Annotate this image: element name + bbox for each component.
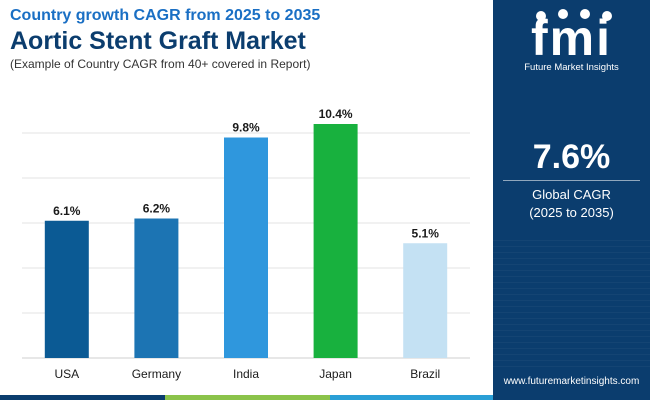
panel-texture-line bbox=[493, 354, 650, 355]
badge-icon bbox=[580, 9, 590, 19]
panel-texture-line bbox=[493, 282, 650, 283]
panel-texture-line bbox=[493, 264, 650, 265]
brand-name: Future Market Insights bbox=[524, 62, 619, 73]
panel-texture-line bbox=[493, 330, 650, 331]
bottom-bar-segment bbox=[165, 395, 330, 400]
x-tick-label-brazil: Brazil bbox=[410, 367, 440, 381]
data-label-japan: 10.4% bbox=[319, 107, 353, 121]
bar-india bbox=[224, 137, 268, 358]
panel-texture-line bbox=[493, 336, 650, 337]
panel-texture-line bbox=[493, 318, 650, 319]
panel-texture-line bbox=[493, 342, 650, 343]
panel-texture-line bbox=[493, 348, 650, 349]
panel-texture-line bbox=[493, 306, 650, 307]
panel-texture-line bbox=[493, 324, 650, 325]
panel-texture-line bbox=[493, 360, 650, 361]
x-tick-label-usa: USA bbox=[54, 367, 79, 381]
bar-japan bbox=[313, 124, 358, 358]
panel-texture-line bbox=[493, 252, 650, 253]
panel-texture-line bbox=[493, 270, 650, 271]
chart-subtitle: Country growth CAGR from 2025 to 2035 bbox=[10, 7, 321, 24]
x-tick-label-japan: Japan bbox=[319, 367, 352, 381]
panel-texture-line bbox=[493, 300, 650, 301]
global-cagr-period: (2025 to 2035) bbox=[529, 205, 614, 220]
chart-header: Country growth CAGR from 2025 to 2035 Ao… bbox=[10, 6, 490, 72]
panel-texture-line bbox=[493, 258, 650, 259]
data-label-india: 9.8% bbox=[232, 121, 260, 135]
panel-texture-line bbox=[493, 276, 650, 277]
panel-texture-line bbox=[493, 288, 650, 289]
panel-texture-line bbox=[493, 366, 650, 367]
logo-letters: fmi bbox=[531, 10, 612, 66]
data-labels: 6.1% 6.2% 9.8% 10.4% 5.1% bbox=[53, 107, 439, 240]
panel-texture-line bbox=[493, 240, 650, 241]
kpi-panel: fmi Future Market Insights 7.6% Global C… bbox=[493, 0, 650, 400]
data-label-brazil: 5.1% bbox=[412, 226, 440, 240]
global-cagr-label: Global CAGR bbox=[532, 187, 611, 202]
x-axis-tick-labels: USA Germany India Japan Brazil bbox=[54, 367, 440, 381]
badge-icon bbox=[536, 11, 546, 21]
data-label-germany: 6.2% bbox=[143, 202, 171, 216]
panel-texture-line bbox=[493, 312, 650, 313]
x-tick-label-germany: Germany bbox=[132, 367, 181, 381]
bar-chart: 6.1% 6.2% 9.8% 10.4% 5.1% USA Germany India Jap… bbox=[22, 107, 470, 381]
bar-germany bbox=[134, 218, 179, 358]
data-label-usa: 6.1% bbox=[53, 204, 81, 218]
badge-icon bbox=[602, 11, 612, 21]
bottom-bar-segment bbox=[0, 395, 165, 400]
bar-usa bbox=[44, 220, 89, 358]
chart-note: (Example of Country CAGR from 40+ covere… bbox=[10, 57, 311, 71]
logo-badge-icons bbox=[536, 9, 612, 21]
badge-icon bbox=[558, 9, 568, 19]
bar-brazil bbox=[403, 243, 448, 358]
panel-texture-line bbox=[493, 246, 650, 247]
panel-texture-line bbox=[493, 294, 650, 295]
global-cagr-value: 7.6% bbox=[532, 138, 611, 176]
kpi-divider bbox=[503, 180, 640, 181]
website-link[interactable]: www.futuremarketinsights.com bbox=[503, 376, 640, 387]
bottom-bar-segment bbox=[330, 395, 493, 400]
bars bbox=[44, 124, 448, 358]
chart-title: Aortic Stent Graft Market bbox=[10, 27, 306, 55]
x-tick-label-india: India bbox=[233, 367, 259, 381]
